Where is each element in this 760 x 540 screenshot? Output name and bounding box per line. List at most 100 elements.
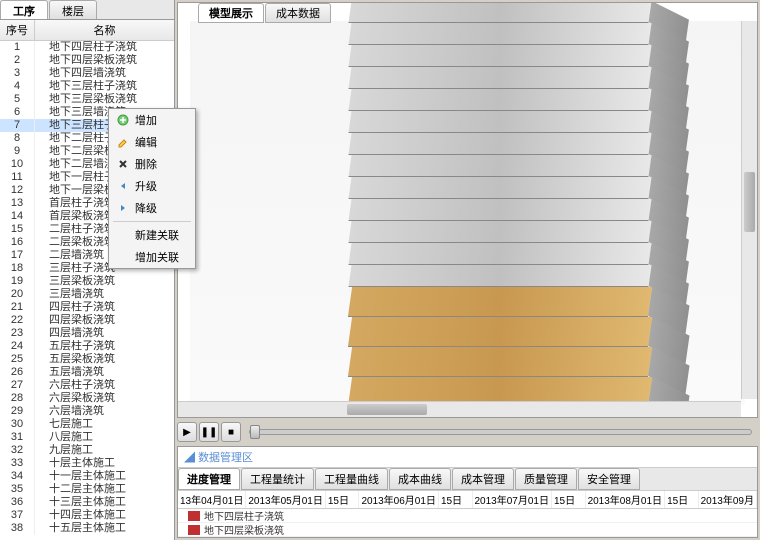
blank-icon — [115, 228, 131, 242]
row-seq: 10 — [0, 158, 35, 171]
table-row[interactable]: 1地下四层柱子浇筑 — [0, 41, 174, 54]
table-row[interactable]: 26五层墙浇筑 — [0, 366, 174, 379]
menu-add[interactable]: 增加 — [109, 109, 195, 131]
table-row[interactable]: 35十二层主体施工 — [0, 483, 174, 496]
table-row[interactable]: 32九层施工 — [0, 444, 174, 457]
table-row[interactable]: 29六层墙浇筑 — [0, 405, 174, 418]
row-name: 九层施工 — [35, 444, 174, 457]
floor-slab — [348, 177, 651, 199]
table-row[interactable]: 36十三层主体施工 — [0, 496, 174, 509]
scroll-thumb-h[interactable] — [347, 404, 427, 415]
table-row[interactable]: 5地下三层梁板浇筑 — [0, 93, 174, 106]
gantt-row[interactable]: 地下四层柱子浇筑 — [178, 509, 757, 523]
row-seq: 7 — [0, 119, 35, 132]
row-name: 六层柱子浇筑 — [35, 379, 174, 392]
scrollbar-horizontal[interactable] — [178, 401, 741, 417]
pause-button[interactable]: ❚❚ — [199, 422, 219, 442]
table-row[interactable]: 24五层柱子浇筑 — [0, 340, 174, 353]
table-row[interactable]: 4地下三层柱子浇筑 — [0, 80, 174, 93]
row-name: 四层梁板浇筑 — [35, 314, 174, 327]
gantt-label: 地下四层梁板浇筑 — [204, 522, 284, 537]
row-seq: 34 — [0, 470, 35, 483]
menu-edit-label: 编辑 — [135, 134, 157, 150]
tab-cost[interactable]: 成本数据 — [265, 3, 331, 23]
table-row[interactable]: 28六层梁板浇筑 — [0, 392, 174, 405]
tab-model[interactable]: 模型展示 — [198, 3, 264, 23]
table-row[interactable]: 22四层梁板浇筑 — [0, 314, 174, 327]
floor-slab — [348, 317, 652, 347]
row-seq: 37 — [0, 509, 35, 522]
table-row[interactable]: 37十四层主体施工 — [0, 509, 174, 522]
row-seq: 22 — [0, 314, 35, 327]
row-seq: 16 — [0, 236, 35, 249]
tab-floor[interactable]: 楼层 — [49, 0, 97, 19]
menu-addlink-label: 增加关联 — [135, 249, 179, 265]
table-row[interactable]: 31八层施工 — [0, 431, 174, 444]
row-name: 四层墙浇筑 — [35, 327, 174, 340]
table-row[interactable]: 20三层墙浇筑 — [0, 288, 174, 301]
table-row[interactable]: 38十五层主体施工 — [0, 522, 174, 535]
timeline-date: 15日 — [665, 491, 699, 508]
table-row[interactable]: 34十一层主体施工 — [0, 470, 174, 483]
col-name: 名称 — [35, 20, 174, 40]
playback-controls: ▶ ❚❚ ■ — [175, 420, 760, 444]
floor-slab — [348, 265, 651, 287]
row-seq: 3 — [0, 67, 35, 80]
tab-process[interactable]: 工序 — [0, 0, 48, 19]
left-tab-bar: 工序 楼层 — [0, 0, 174, 20]
table-row[interactable]: 33十层主体施工 — [0, 457, 174, 470]
table-row[interactable]: 23四层墙浇筑 — [0, 327, 174, 340]
management-tabs: 进度管理工程量统计工程量曲线成本曲线成本管理质量管理安全管理 — [178, 468, 757, 491]
row-seq: 29 — [0, 405, 35, 418]
building-3d[interactable] — [190, 21, 745, 405]
table-row[interactable]: 2地下四层梁板浇筑 — [0, 54, 174, 67]
menu-down[interactable]: 降级 — [109, 197, 195, 219]
scroll-thumb-v[interactable] — [744, 172, 755, 232]
mgmt-tab[interactable]: 成本管理 — [452, 468, 514, 490]
menu-edit[interactable]: 编辑 — [109, 131, 195, 153]
viewer-tabs: 模型展示 成本数据 — [198, 3, 332, 23]
stop-button[interactable]: ■ — [221, 422, 241, 442]
menu-delete-label: 删除 — [135, 156, 157, 172]
scrollbar-vertical[interactable] — [741, 21, 757, 399]
blank-icon — [115, 250, 131, 264]
timeline-date: 2013年09月 — [699, 491, 757, 508]
mgmt-tab[interactable]: 安全管理 — [578, 468, 640, 490]
row-name: 地下四层柱子浇筑 — [35, 41, 174, 54]
menu-delete[interactable]: 删除 — [109, 153, 195, 175]
model-viewer[interactable]: 模型展示 成本数据 — [177, 2, 758, 418]
progress-slider[interactable] — [249, 429, 752, 435]
menu-add-label: 增加 — [135, 112, 157, 128]
table-row[interactable]: 3地下四层墙浇筑 — [0, 67, 174, 80]
mgmt-tab[interactable]: 工程量统计 — [241, 468, 314, 490]
gantt-row[interactable]: 地下四层梁板浇筑 — [178, 523, 757, 537]
row-seq: 28 — [0, 392, 35, 405]
mgmt-tab[interactable]: 工程量曲线 — [315, 468, 388, 490]
arrow-left-icon — [115, 179, 131, 193]
mgmt-tab[interactable]: 进度管理 — [178, 468, 240, 490]
menu-add-link[interactable]: 增加关联 — [109, 246, 195, 268]
menu-new-link[interactable]: 新建关联 — [109, 224, 195, 246]
table-row[interactable]: 21四层柱子浇筑 — [0, 301, 174, 314]
gantt-rows: 地下四层柱子浇筑地下四层梁板浇筑 — [178, 509, 757, 537]
row-seq: 13 — [0, 197, 35, 210]
row-seq: 15 — [0, 223, 35, 236]
table-row[interactable]: 30七层施工 — [0, 418, 174, 431]
row-seq: 17 — [0, 249, 35, 262]
row-name: 三层梁板浇筑 — [35, 275, 174, 288]
play-button[interactable]: ▶ — [177, 422, 197, 442]
row-name: 七层施工 — [35, 418, 174, 431]
floor-slab — [348, 133, 651, 155]
slider-thumb[interactable] — [250, 425, 260, 439]
building-model — [350, 2, 650, 418]
table-row[interactable]: 19三层梁板浇筑 — [0, 275, 174, 288]
timeline-date: 2013年05月01日 — [246, 491, 326, 508]
mgmt-tab[interactable]: 质量管理 — [515, 468, 577, 490]
timeline-date: 15日 — [439, 491, 473, 508]
menu-up[interactable]: 升级 — [109, 175, 195, 197]
row-seq: 19 — [0, 275, 35, 288]
table-row[interactable]: 27六层柱子浇筑 — [0, 379, 174, 392]
table-row[interactable]: 25五层梁板浇筑 — [0, 353, 174, 366]
mgmt-tab[interactable]: 成本曲线 — [389, 468, 451, 490]
data-header[interactable]: 数据管理区 — [178, 447, 757, 468]
